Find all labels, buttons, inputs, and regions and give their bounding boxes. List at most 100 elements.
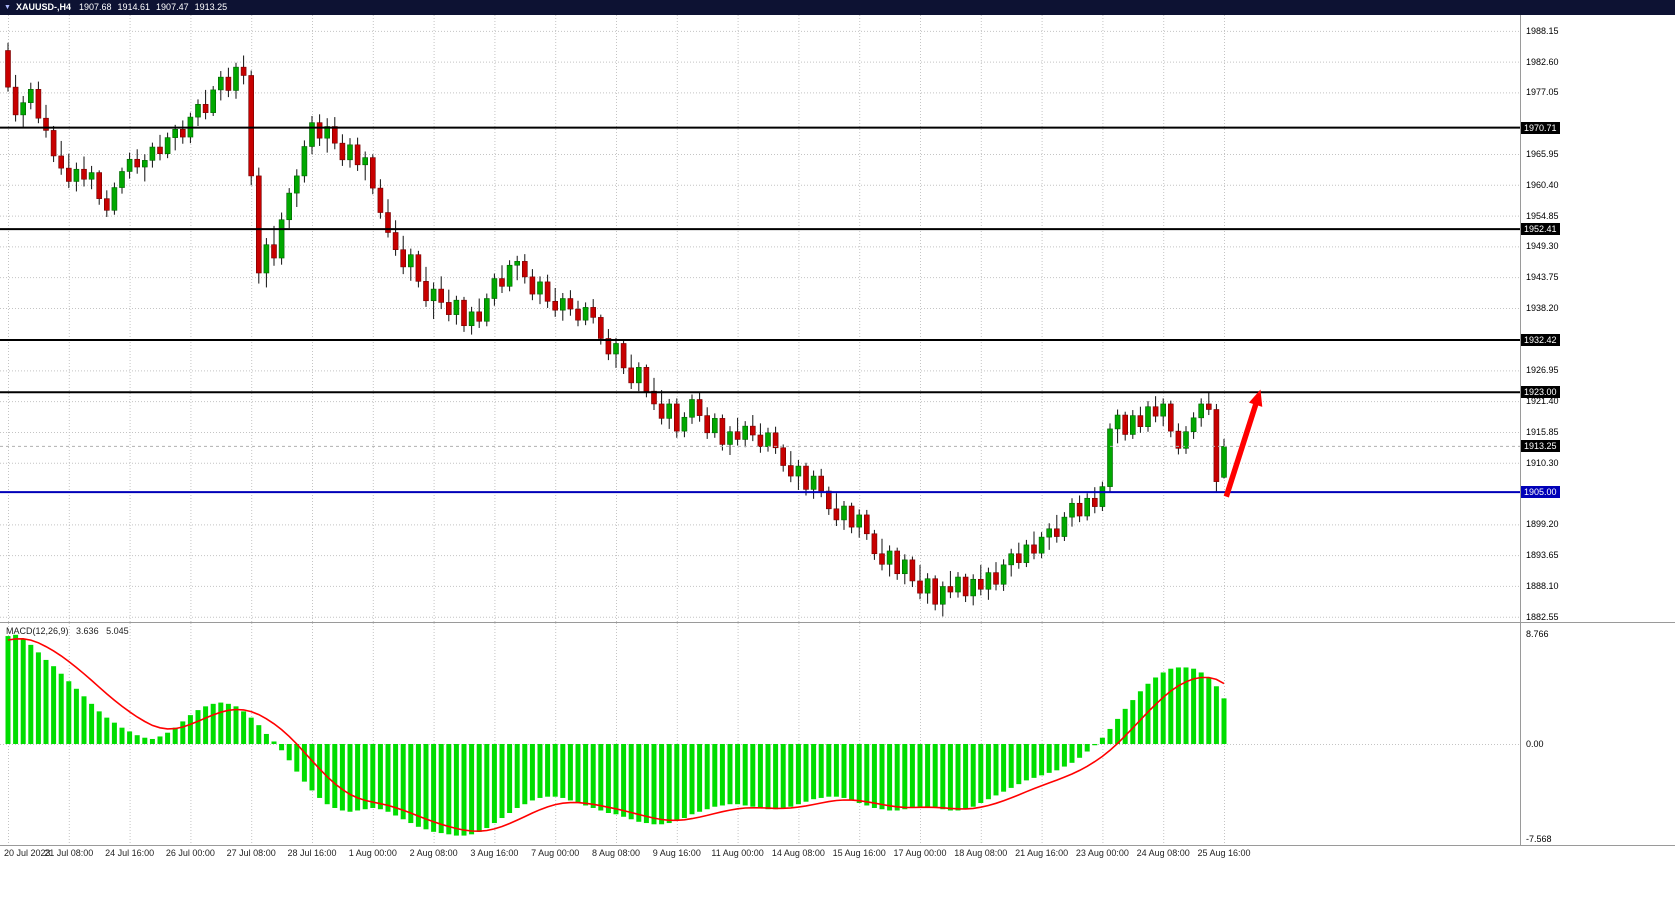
- macd-bar: [1198, 672, 1204, 744]
- time-axis-label: 27 Jul 08:00: [226, 848, 276, 858]
- macd-bar: [165, 732, 171, 744]
- bear-candle-body: [704, 415, 711, 434]
- bull-candle-body: [430, 288, 437, 302]
- macd-bar: [271, 741, 277, 744]
- bear-candle-body: [894, 550, 901, 575]
- bull-candle-body: [142, 160, 148, 168]
- macd-bar: [719, 743, 725, 806]
- macd-main-value: 3.636: [76, 626, 99, 636]
- bull-candle-body: [286, 192, 293, 221]
- macd-bar: [1107, 728, 1113, 744]
- macd-bar: [689, 743, 695, 815]
- macd-bar: [1122, 708, 1128, 744]
- macd-bar: [51, 666, 57, 744]
- macd-bar: [826, 743, 832, 797]
- macd-bar: [575, 743, 581, 803]
- macd-bar: [484, 743, 490, 829]
- bull-candle-body: [149, 146, 156, 161]
- macd-bar: [332, 743, 338, 808]
- macd-bar: [507, 743, 513, 814]
- macd-bar: [241, 711, 247, 744]
- macd-chart-svg[interactable]: [0, 623, 1520, 845]
- macd-bar: [1153, 677, 1159, 744]
- macd-bar: [172, 727, 178, 744]
- macd-bar: [1008, 743, 1014, 788]
- bear-candle-body: [104, 198, 110, 211]
- macd-bar: [81, 696, 87, 744]
- bear-candle-body: [385, 212, 391, 233]
- bull-candle-body: [856, 514, 863, 528]
- bear-candle-body: [499, 278, 505, 287]
- macd-bar: [370, 743, 376, 808]
- price-axis-label: 1926.95: [1526, 365, 1559, 376]
- price-axis[interactable]: 1988.15 1982.60 1977.05 1970.71 1965.95 1960.…: [1520, 15, 1675, 845]
- macd-bar: [735, 743, 741, 805]
- bear-candle-body: [818, 475, 825, 492]
- price-axis-label: 1893.65: [1526, 550, 1559, 561]
- macd-bar: [947, 743, 953, 811]
- bull-candle-body: [939, 586, 946, 605]
- bear-candle-body: [354, 144, 361, 166]
- macd-bar: [1069, 743, 1075, 763]
- price-axis-label: 1977.05: [1526, 87, 1559, 98]
- macd-bar: [849, 743, 855, 801]
- bear-candle-body: [1137, 415, 1144, 427]
- bear-candle-body: [5, 50, 11, 88]
- price-level-tag: 1932.42: [1521, 334, 1560, 347]
- macd-bar: [879, 743, 885, 810]
- macd-bar: [317, 743, 323, 798]
- bull-candle-body: [309, 122, 315, 147]
- up-arrow-annotation[interactable]: [1223, 389, 1263, 498]
- bear-candle-body: [392, 232, 399, 250]
- macd-bar: [58, 673, 64, 744]
- time-axis-label: 28 Jul 16:00: [287, 848, 337, 858]
- bull-candle-body: [1114, 414, 1121, 430]
- bear-candle-body: [461, 299, 467, 327]
- macd-bar: [66, 681, 72, 744]
- bear-candle-body: [567, 298, 574, 310]
- bear-candle-body: [947, 586, 954, 593]
- bear-candle-body: [1015, 553, 1022, 563]
- bear-candle-body: [331, 126, 338, 144]
- price-axis-label: 1954.85: [1526, 210, 1559, 221]
- price-chart-svg[interactable]: [0, 15, 1520, 622]
- macd-bar: [773, 743, 779, 810]
- macd-bar: [393, 743, 399, 816]
- price-axis-label: 1888.10: [1526, 580, 1559, 591]
- bear-candle-body: [620, 343, 627, 369]
- macd-bar: [324, 743, 330, 805]
- bull-candle-body: [1023, 544, 1030, 563]
- macd-indicator-label: MACD(12,26,9) 3.636 5.045: [6, 626, 134, 636]
- bull-candle-body: [20, 102, 27, 116]
- time-axis-label: 24 Jul 16:00: [105, 848, 155, 858]
- bear-candle-body: [415, 254, 422, 282]
- bull-candle-body: [810, 475, 817, 490]
- price-axis-label: 1949.30: [1526, 241, 1559, 252]
- price-level-tag: 1970.71: [1521, 121, 1560, 134]
- macd-bar: [1130, 700, 1136, 744]
- macd-bar: [187, 715, 193, 744]
- macd-axis-label: -7.568: [1526, 833, 1552, 844]
- macd-bar: [203, 706, 209, 744]
- bull-candle-body: [924, 578, 931, 594]
- macd-bar: [545, 743, 551, 797]
- bull-candle-body: [666, 403, 673, 419]
- bull-candle-body: [1198, 403, 1204, 419]
- macd-bar: [940, 743, 946, 810]
- time-axis[interactable]: 20 Jul 2023 21 Jul 08:00 24 Jul 16:00 26 Ju…: [0, 848, 1675, 862]
- bear-candle-body: [696, 399, 703, 416]
- time-axis-label: 2 Aug 08:00: [409, 848, 458, 858]
- bear-candle-body: [1152, 406, 1159, 417]
- bear-candle-body: [628, 367, 635, 384]
- macd-bar: [400, 743, 406, 820]
- bull-candle-body: [1145, 406, 1151, 427]
- bull-candle-body: [613, 343, 619, 355]
- bear-candle-body: [81, 168, 87, 180]
- macd-bar: [727, 743, 733, 805]
- macd-bar: [415, 743, 421, 827]
- macd-bar: [96, 711, 102, 744]
- bull-candle-body: [711, 418, 718, 434]
- bear-candle-body: [575, 308, 581, 321]
- bear-candle-body: [1076, 502, 1083, 517]
